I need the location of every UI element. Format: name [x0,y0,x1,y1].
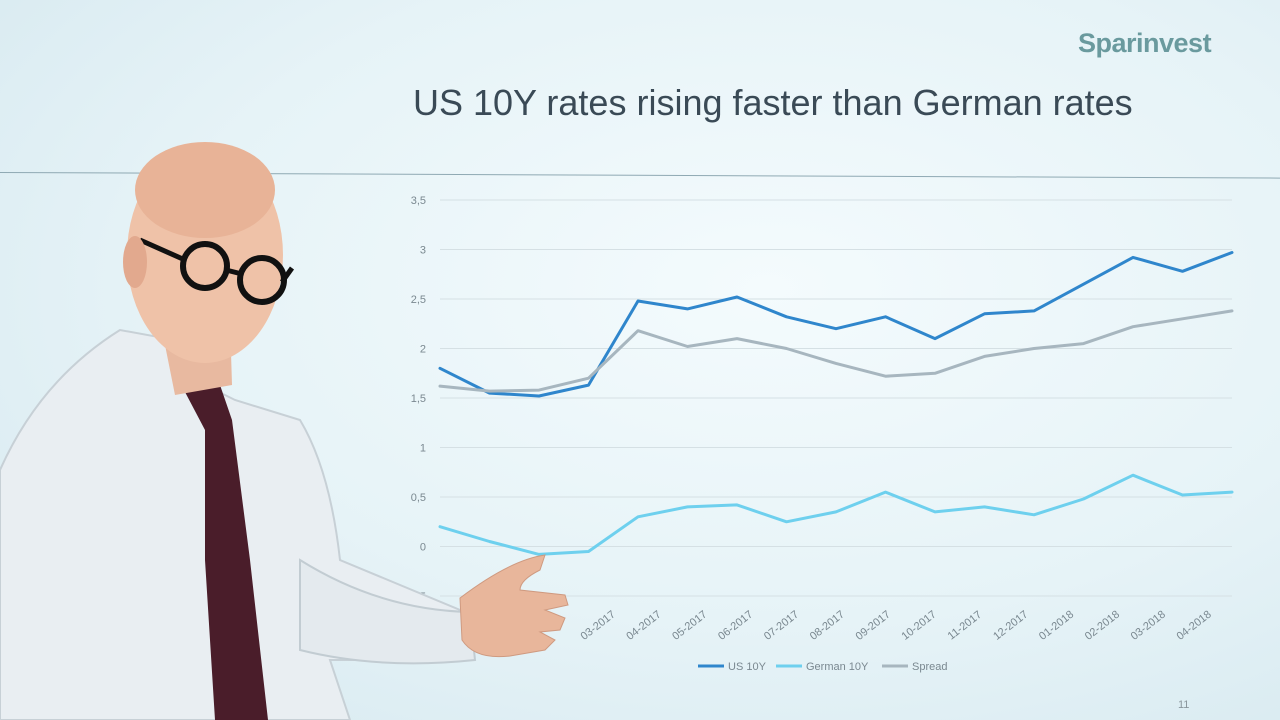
y-tick-label: 1,5 [411,393,426,405]
y-tick-label: 1 [420,443,426,455]
series-line-2 [438,309,1234,393]
brand-logo: Sparinvest [1078,28,1212,58]
y-tick-label: 0,5 [411,492,426,504]
legend-label: German 10Y [806,661,869,673]
series-line-1 [438,473,1234,556]
series-lines [438,251,1234,556]
series-line-0 [438,251,1234,398]
page-number: 11 [1178,699,1190,711]
y-tick-label: 0 [420,542,426,554]
grid-lines [440,199,1232,597]
legend-label: Spread [912,661,947,673]
chart-legend: US 10Y German 10Y Spread [698,661,947,673]
slide-title: US 10Y rates rising faster than German r… [413,82,1133,123]
y-tick-label: 3,5 [411,195,426,207]
y-tick-label: 3 [420,245,426,257]
y-tick-label: 2 [420,344,426,356]
y-tick-label: 2,5 [411,294,426,306]
legend-label: US 10Y [728,661,767,673]
